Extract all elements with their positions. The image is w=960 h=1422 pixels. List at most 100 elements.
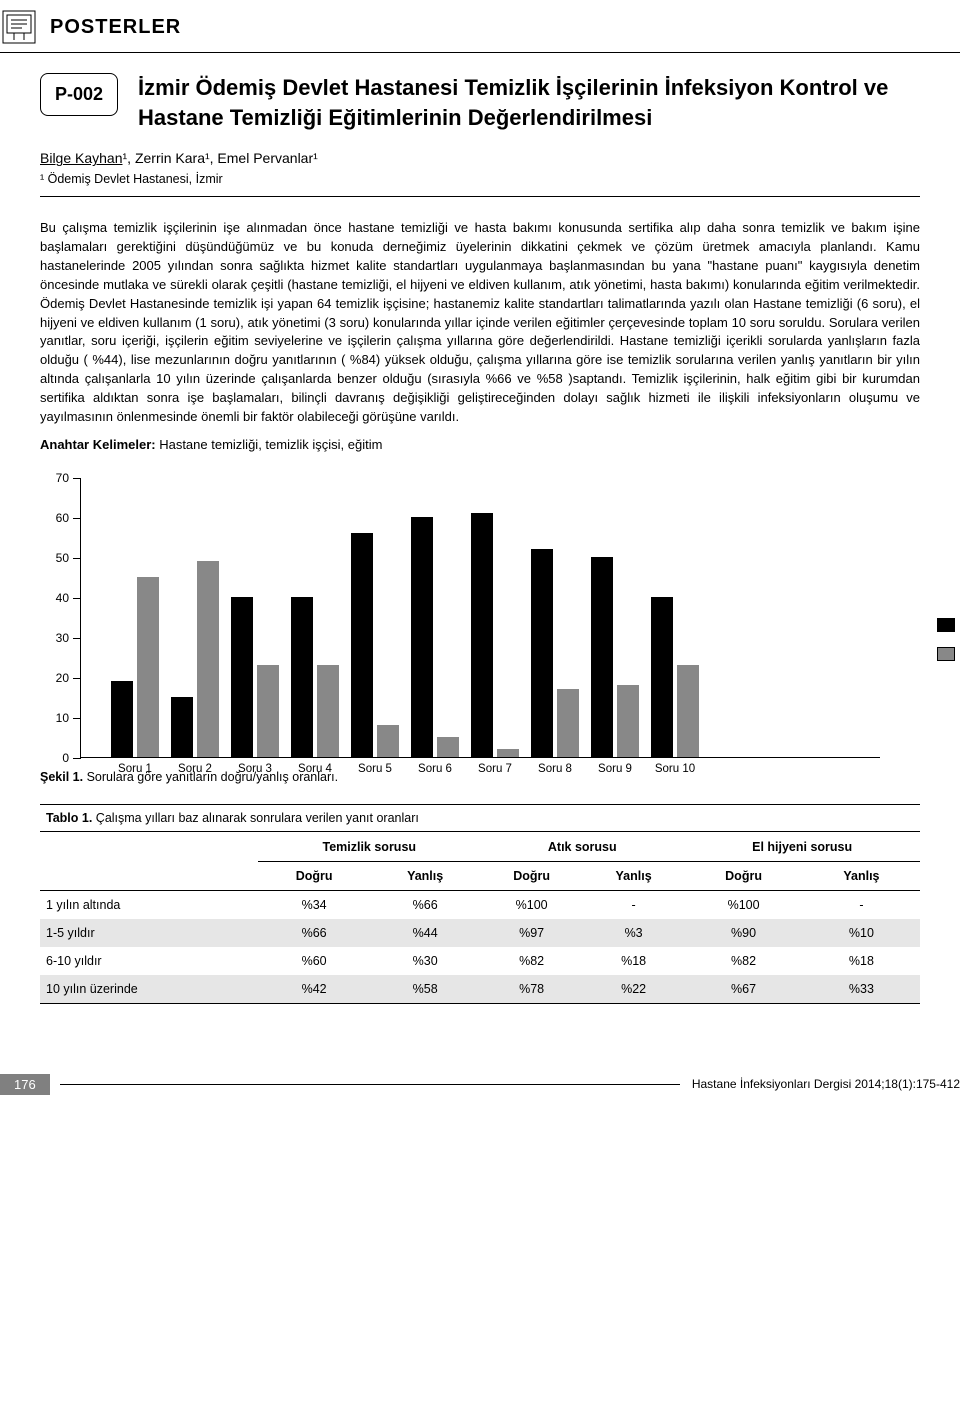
- table-cell: %100: [480, 890, 583, 919]
- bar: [257, 665, 279, 757]
- bar-category-label: Soru 4: [285, 757, 345, 775]
- table-sub-header-cell: Yanlış: [583, 861, 684, 890]
- results-table: Tablo 1. Çalışma yılları baz alınarak so…: [40, 804, 920, 1004]
- table-row: 10 yılın üzerinde%42%58%78%22%67%33: [40, 975, 920, 1004]
- bar-category-label: Soru 6: [405, 757, 465, 775]
- table-cell: %66: [258, 919, 370, 947]
- author-underlined: Bilge Kayhan: [40, 150, 123, 166]
- table-cell: %18: [803, 947, 920, 975]
- bar: [651, 597, 673, 757]
- table-cell: %97: [480, 919, 583, 947]
- bar: [591, 557, 613, 757]
- table-cell: %10: [803, 919, 920, 947]
- y-tick-label: 50: [56, 551, 81, 565]
- table-row: 6-10 yıldır%60%30%82%18%82%18: [40, 947, 920, 975]
- table-group-header-cell: Temizlik sorusu: [258, 831, 480, 861]
- table-group-header-cell: Atık sorusu: [480, 831, 684, 861]
- bar: [111, 681, 133, 757]
- bar: [497, 749, 519, 757]
- bar-group: Soru 6: [411, 517, 459, 757]
- journal-ref: Hastane İnfeksiyonları Dergisi 2014;18(1…: [692, 1077, 960, 1091]
- table-cell: %100: [684, 890, 803, 919]
- bar: [197, 561, 219, 757]
- bar-category-label: Soru 8: [525, 757, 585, 775]
- table-group-header-cell: [40, 831, 258, 861]
- section-title: POSTERLER: [50, 16, 181, 39]
- bar-category-label: Soru 10: [645, 757, 705, 775]
- bar: [377, 725, 399, 757]
- table-cell: -: [803, 890, 920, 919]
- table-cell: %30: [370, 947, 480, 975]
- figure-caption-label: Şekil 1.: [40, 770, 83, 784]
- bar-group: Soru 1: [111, 577, 159, 757]
- table-group-header-cell: El hijyeni sorusu: [684, 831, 920, 861]
- bar: [437, 737, 459, 757]
- table-cell: %60: [258, 947, 370, 975]
- bar-category-label: Soru 9: [585, 757, 645, 775]
- table-title-text: Çalışma yılları baz alınarak sonrulara v…: [92, 811, 419, 825]
- y-tick-label: 40: [56, 591, 81, 605]
- table-cell: %34: [258, 890, 370, 919]
- bar: [171, 697, 193, 757]
- bar-category-label: Soru 2: [165, 757, 225, 775]
- page-footer: 176 Hastane İnfeksiyonları Dergisi 2014;…: [0, 1074, 960, 1095]
- bar-group: Soru 8: [531, 549, 579, 757]
- bar: [471, 513, 493, 757]
- chart-legend: Doğru Yanlış: [937, 618, 960, 676]
- table-cell: %82: [480, 947, 583, 975]
- page-number: 176: [0, 1074, 50, 1095]
- bar: [531, 549, 553, 757]
- table-sub-header-cell: Yanlış: [803, 861, 920, 890]
- paper-title: İzmir Ödemiş Devlet Hastanesi Temizlik İ…: [138, 73, 920, 132]
- table-row-label: 1-5 yıldır: [40, 919, 258, 947]
- table-sub-header-cell: Doğru: [480, 861, 583, 890]
- page-header: POSTERLER: [0, 0, 960, 53]
- y-tick-label: 10: [56, 711, 81, 725]
- table-row: 1 yılın altında%34%66%100-%100-: [40, 890, 920, 919]
- bar: [317, 665, 339, 757]
- y-tick-label: 30: [56, 631, 81, 645]
- bar-category-label: Soru 3: [225, 757, 285, 775]
- bar: [411, 517, 433, 757]
- keywords-label: Anahtar Kelimeler:: [40, 437, 156, 452]
- y-tick-label: 60: [56, 511, 81, 525]
- table-sub-header-cell: Doğru: [684, 861, 803, 890]
- authors: Bilge Kayhan¹, Zerrin Kara¹, Emel Pervan…: [40, 150, 920, 166]
- table-cell: %78: [480, 975, 583, 1004]
- table-title: Tablo 1. Çalışma yılları baz alınarak so…: [40, 804, 920, 831]
- table-sub-header-cell: [40, 861, 258, 890]
- bar: [137, 577, 159, 757]
- table-title-label: Tablo 1.: [46, 811, 92, 825]
- table-row: 1-5 yıldır%66%44%97%3%90%10: [40, 919, 920, 947]
- bar-category-label: Soru 5: [345, 757, 405, 775]
- bar: [291, 597, 313, 757]
- paper-code: P-002: [40, 73, 118, 116]
- bar-group: Soru 2: [171, 561, 219, 757]
- poster-icon: [0, 8, 38, 46]
- table-group-header: Temizlik sorusuAtık sorusuEl hijyeni sor…: [40, 831, 920, 861]
- bar: [557, 689, 579, 757]
- table-cell: %66: [370, 890, 480, 919]
- table-sub-header-cell: Yanlış: [370, 861, 480, 890]
- y-tick-label: 0: [62, 751, 81, 765]
- legend-dogru: Doğru: [937, 618, 960, 633]
- table-row-label: 1 yılın altında: [40, 890, 258, 919]
- bar: [231, 597, 253, 757]
- bar-category-label: Soru 7: [465, 757, 525, 775]
- footer-rule: [60, 1084, 680, 1085]
- bar: [351, 533, 373, 757]
- keywords: Anahtar Kelimeler: Hastane temizliği, te…: [40, 437, 920, 452]
- table-cell: %82: [684, 947, 803, 975]
- bar-group: Soru 10: [651, 597, 699, 757]
- bar-group: Soru 5: [351, 533, 399, 757]
- title-row: P-002 İzmir Ödemiş Devlet Hastanesi Temi…: [40, 73, 920, 132]
- table-cell: %18: [583, 947, 684, 975]
- table-row-label: 10 yılın üzerinde: [40, 975, 258, 1004]
- table-cell: %58: [370, 975, 480, 1004]
- table-cell: %90: [684, 919, 803, 947]
- bar-group: Soru 7: [471, 513, 519, 757]
- table-cell: %33: [803, 975, 920, 1004]
- table-cell: %3: [583, 919, 684, 947]
- bar-category-label: Soru 1: [105, 757, 165, 775]
- table-sub-header: DoğruYanlışDoğruYanlışDoğruYanlış: [40, 861, 920, 890]
